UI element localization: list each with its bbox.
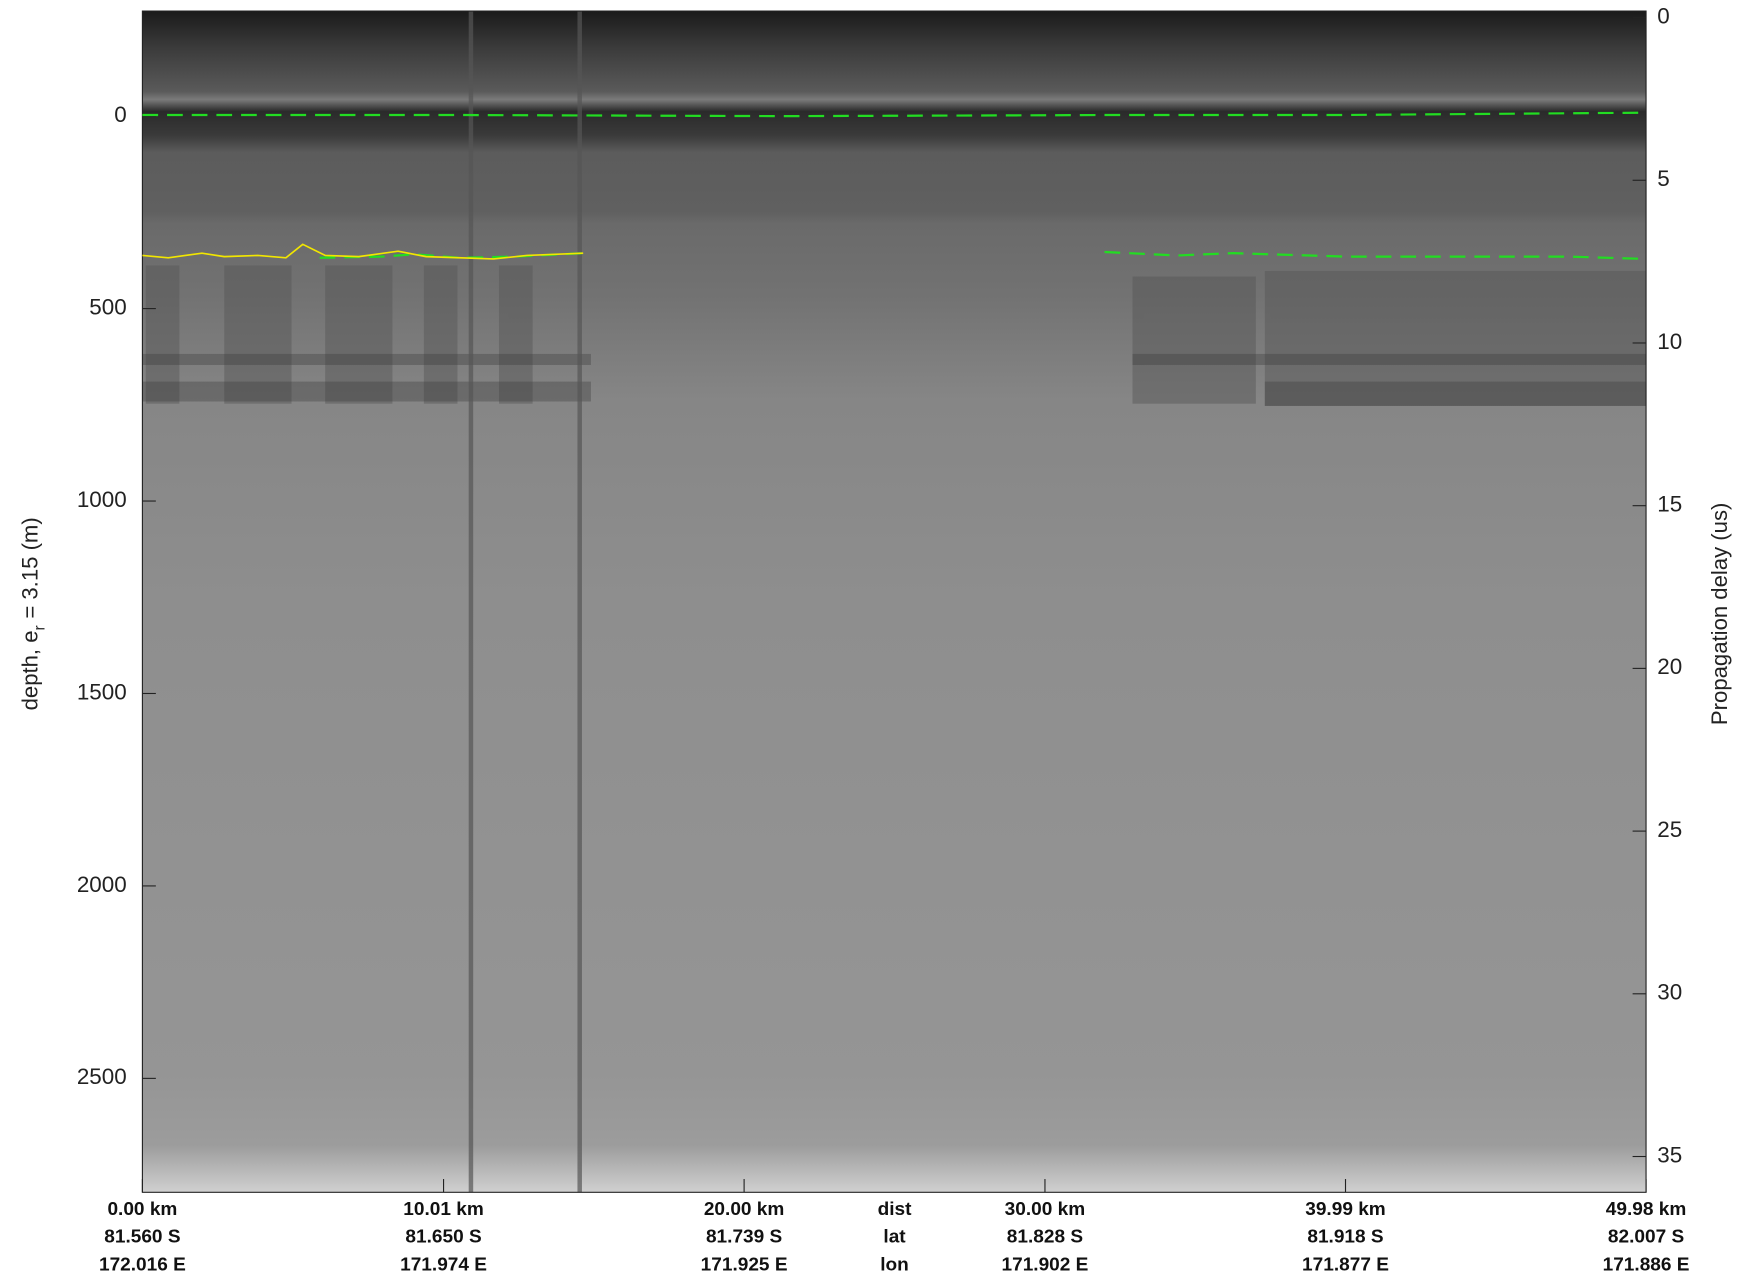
y-tick-label: 1500 (77, 679, 127, 704)
y-tick-label: 0 (114, 102, 126, 127)
y-tick-label: 1000 (77, 487, 127, 512)
y2-tick-label: 35 (1657, 1142, 1682, 1167)
lat-label: 81.828 S (1007, 1227, 1083, 1248)
lon-label: 171.974 E (400, 1254, 487, 1275)
row-label: lon (880, 1254, 909, 1275)
y2-tick-label: 30 (1657, 980, 1682, 1005)
y2-tick-label: 20 (1657, 654, 1682, 679)
lon-label: 171.902 E (1002, 1254, 1089, 1275)
lon-label: 171.886 E (1603, 1254, 1690, 1275)
x-tick-label: 20.00 km (704, 1199, 785, 1220)
x-tick-label: 10.01 km (403, 1199, 484, 1220)
y-tick-label: 2000 (77, 872, 127, 897)
y2-axis-label: Propagation delay (us) (1707, 503, 1732, 725)
y2-tick-label: 25 (1657, 817, 1682, 842)
y-axis-label: depth, er= 3.15 (m) (17, 517, 48, 710)
lat-label: 81.560 S (104, 1227, 180, 1248)
lat-label: 82.007 S (1608, 1227, 1684, 1248)
lon-label: 171.925 E (701, 1254, 788, 1275)
y-tick-label: 2500 (77, 1064, 127, 1089)
x-tick-label: 49.98 km (1606, 1199, 1687, 1220)
x-tick-label: 39.99 km (1305, 1199, 1386, 1220)
y-tick-label: 500 (89, 295, 126, 320)
lon-label: 172.016 E (99, 1254, 186, 1275)
layer-pick (142, 243, 584, 260)
lat-label: 81.918 S (1307, 1227, 1383, 1248)
y2-tick-label: 15 (1657, 492, 1682, 517)
y2-tick-label: 10 (1657, 329, 1682, 354)
layer-pick (142, 111, 1647, 118)
lon-label: 171.877 E (1302, 1254, 1389, 1275)
plot-frame (141, 10, 1647, 1193)
x-tick-label: 30.00 km (1005, 1199, 1086, 1220)
y2-tick-label: 5 (1657, 166, 1669, 191)
row-label: dist (878, 1199, 913, 1220)
echogram-image (142, 11, 1647, 1193)
y2-tick-label: 0 (1657, 4, 1669, 29)
lat-label: 81.739 S (706, 1227, 782, 1248)
x-tick-label: 0.00 km (107, 1199, 177, 1220)
row-label: lat (883, 1227, 906, 1248)
lat-label: 81.650 S (405, 1227, 481, 1248)
